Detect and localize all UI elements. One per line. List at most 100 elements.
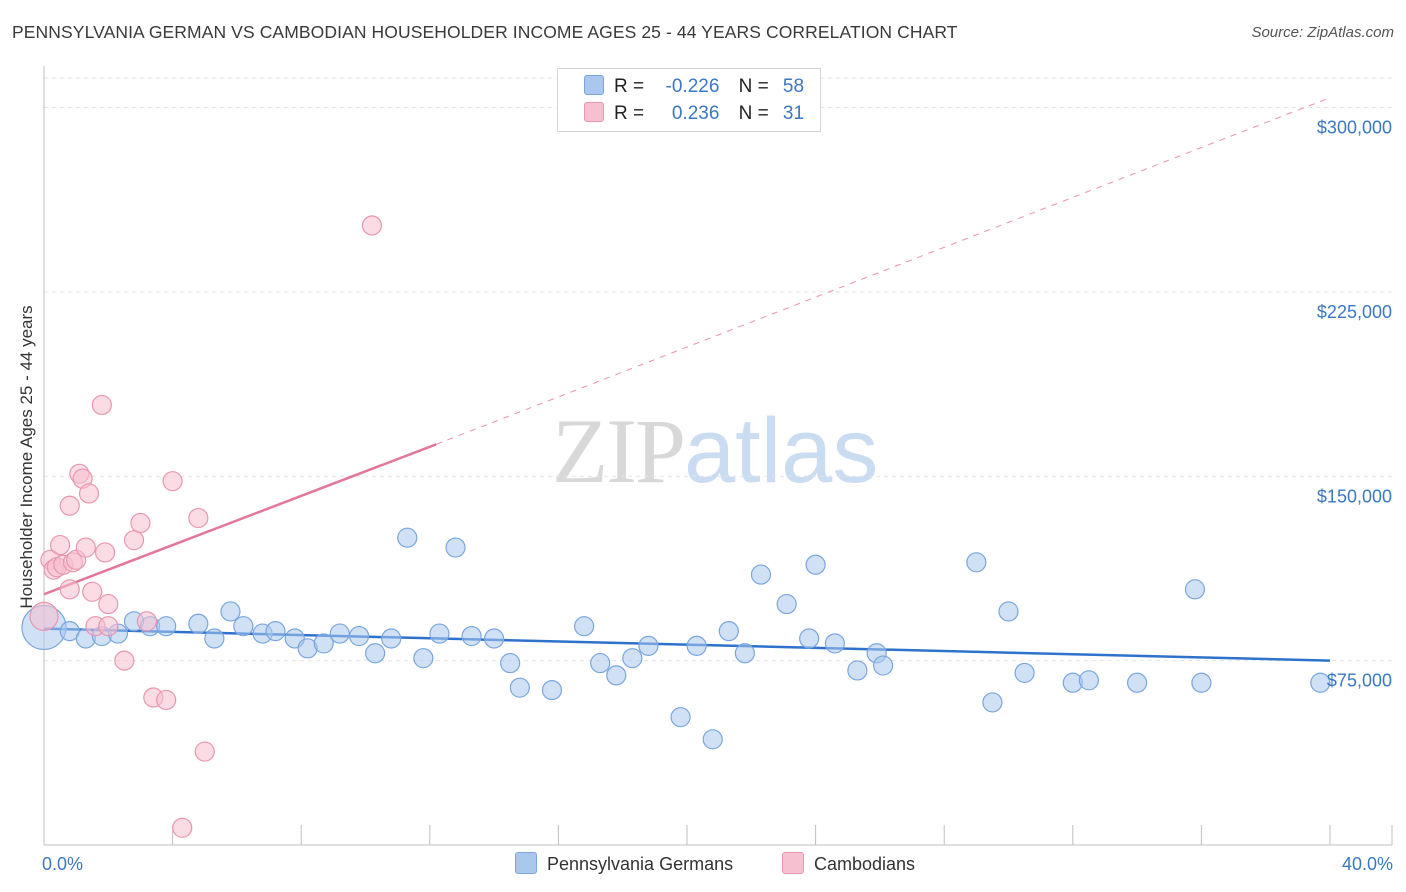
data-point-pennsylvania-germans: [1078, 670, 1099, 691]
data-point-pennsylvania-germans: [670, 707, 691, 728]
data-point-cambodians: [188, 507, 209, 529]
data-point-pennsylvania-germans: [220, 601, 241, 622]
trend-line-cambodians-extrapolated: [436, 97, 1331, 445]
watermark-atlas: atlas: [684, 400, 879, 502]
legend-r-label: R =: [614, 103, 645, 124]
legend-item-pennsylvania-germans: Pennsylvania Germans: [515, 852, 733, 875]
data-point-pennsylvania-germans: [776, 593, 797, 615]
data-point-pennsylvania-germans: [1014, 662, 1035, 684]
data-point-cambodians: [75, 537, 96, 558]
legend-label: Cambodians: [814, 854, 916, 874]
data-point-pennsylvania-germans: [824, 633, 845, 654]
data-point-pennsylvania-germans: [734, 643, 755, 664]
data-point-pennsylvania-germans: [445, 537, 466, 558]
data-point-pennsylvania-germans: [156, 616, 177, 637]
chart-title: PENNSYLVANIA GERMAN VS CAMBODIAN HOUSEHO…: [12, 22, 958, 42]
data-point-pennsylvania-germans: [233, 616, 254, 637]
x-tick-label-min: 0.0%: [42, 854, 83, 874]
legend-n-value: 31: [782, 103, 805, 124]
data-point-cambodians: [98, 593, 119, 615]
data-point-cambodians: [59, 579, 80, 600]
source-credit: Source: ZipAtlas.com: [1251, 24, 1394, 41]
legend-swatch-blue: [584, 75, 604, 95]
data-point-pennsylvania-germans: [429, 623, 450, 644]
data-point-pennsylvania-germans: [1126, 672, 1148, 693]
y-tick-label: $225,000: [1317, 302, 1392, 322]
data-point-cambodians: [123, 530, 145, 551]
legend-row-cambodians: R = 0.236 N = 31: [584, 102, 804, 126]
data-point-pennsylvania-germans: [348, 625, 370, 647]
legend-item-cambodians: Cambodians: [782, 852, 915, 875]
data-point-pennsylvania-germans: [638, 635, 659, 656]
data-point-pennsylvania-germans: [873, 655, 894, 676]
x-tick-label-max: 40.0%: [1342, 854, 1393, 874]
series-cambodians: [29, 215, 383, 838]
data-point-cambodians: [172, 817, 193, 838]
axis-labels: $75,000 $150,000 $225,000 $300,000 0.0% 40.0%…: [17, 118, 1393, 875]
legend-swatch-pink: [782, 852, 804, 874]
data-point-pennsylvania-germans: [847, 660, 868, 681]
trend-line-cambodians: [43, 443, 437, 596]
data-point-pennsylvania-germans: [413, 648, 434, 669]
y-tick-label: $300,000: [1317, 118, 1392, 138]
y-tick-label: $150,000: [1317, 486, 1392, 506]
data-point-pennsylvania-germans: [799, 628, 820, 649]
watermark: ZIPatlas: [552, 398, 878, 504]
legend-r-value: -0.226: [665, 76, 720, 97]
data-point-cambodians: [82, 581, 103, 602]
data-point-cambodians: [194, 741, 215, 762]
data-point-pennsylvania-germans: [998, 601, 1019, 622]
data-point-pennsylvania-germans: [500, 652, 521, 674]
data-point-pennsylvania-germans: [541, 680, 563, 701]
data-point-pennsylvania-germans: [622, 648, 643, 669]
data-point-pennsylvania-germans: [702, 729, 723, 750]
data-point-pennsylvania-germans: [606, 665, 627, 686]
legend-r-label: R =: [614, 76, 645, 97]
legend-r-value: 0.236: [671, 103, 720, 124]
data-point-pennsylvania-germans: [313, 633, 334, 654]
data-point-pennsylvania-germans: [509, 677, 530, 698]
data-point-pennsylvania-germans: [590, 652, 611, 674]
data-point-pennsylvania-germans: [718, 621, 739, 642]
stats-legend: R = -0.226 N = 58 R = 0.236 N = 31: [557, 68, 821, 132]
y-tick-label: $75,000: [1327, 671, 1392, 691]
data-point-cambodians: [94, 542, 116, 563]
data-point-pennsylvania-germans: [365, 643, 386, 664]
legend-swatch-pink: [584, 102, 604, 122]
data-point-pennsylvania-germans: [1184, 579, 1206, 600]
data-point-pennsylvania-germans: [461, 625, 482, 647]
data-point-pennsylvania-germans: [484, 628, 505, 649]
data-point-pennsylvania-germans: [1310, 672, 1331, 693]
legend-n-value: 58: [782, 76, 805, 97]
data-point-pennsylvania-germans: [188, 613, 209, 634]
data-point-pennsylvania-germans: [574, 616, 595, 637]
trend-lines: [43, 97, 1331, 662]
legend-n-label: N =: [738, 103, 769, 124]
data-point-cambodians: [361, 215, 383, 236]
data-point-cambodians: [98, 616, 119, 637]
gridlines: [44, 77, 1392, 662]
legend-row-pennsylvania-germans: R = -0.226 N = 58: [584, 75, 804, 99]
data-point-cambodians: [91, 394, 112, 416]
data-point-cambodians: [114, 650, 135, 671]
data-point-cambodians: [162, 471, 183, 492]
data-point-pennsylvania-germans: [397, 527, 418, 548]
data-point-cambodians: [49, 534, 71, 556]
data-point-pennsylvania-germans: [329, 623, 350, 644]
data-point-pennsylvania-germans: [381, 628, 402, 649]
data-point-pennsylvania-germans: [265, 621, 286, 642]
legend-label: Pennsylvania Germans: [547, 854, 734, 874]
data-point-pennsylvania-germans: [966, 552, 987, 573]
data-point-pennsylvania-germans: [750, 564, 772, 585]
data-point-pennsylvania-germans: [204, 628, 225, 649]
legend-n-label: N =: [738, 76, 769, 97]
data-point-pennsylvania-germans: [982, 692, 1003, 713]
data-point-cambodians: [59, 495, 80, 516]
watermark-zip: ZIP: [552, 400, 686, 502]
data-point-cambodians: [29, 601, 59, 631]
data-point-cambodians: [136, 611, 157, 632]
data-point-pennsylvania-germans: [1191, 672, 1212, 693]
series-pennsylvania-germans: [21, 527, 1331, 750]
legend-swatch-blue: [515, 852, 537, 874]
